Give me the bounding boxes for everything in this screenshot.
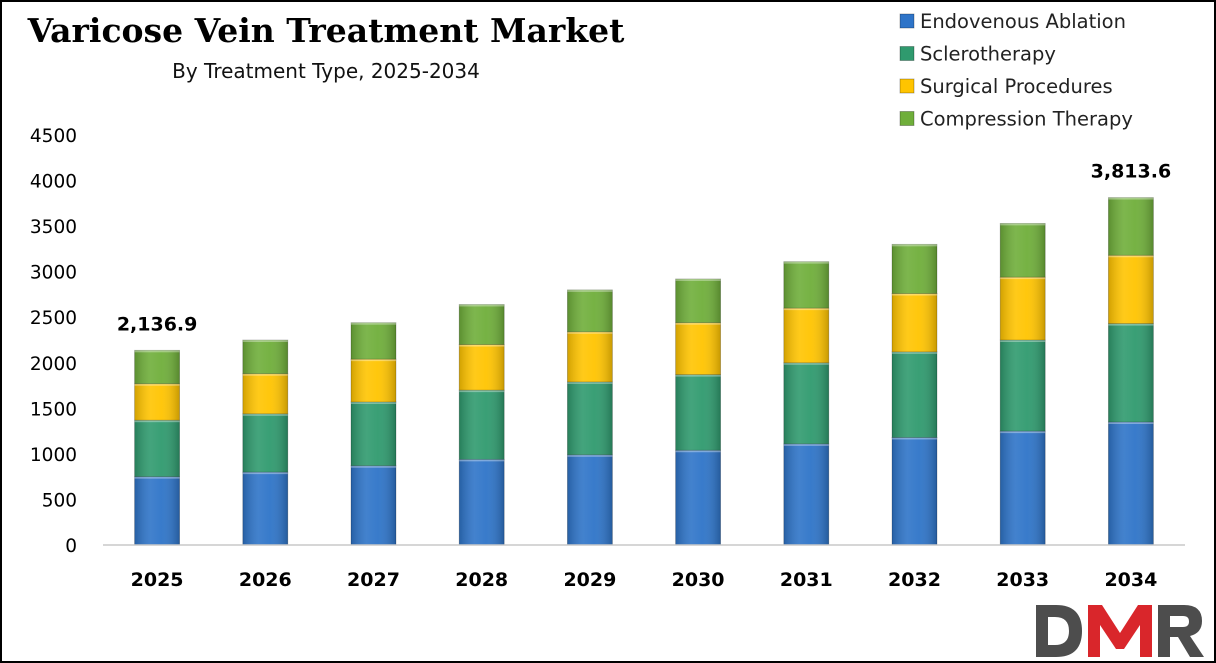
bar-segment: [783, 362, 830, 445]
bar-segment: [999, 222, 1046, 278]
y-tick-label: 2000: [30, 354, 77, 375]
x-axis: 2025 2026 2027 2028 2029 2030 2031 2032 2033 2034: [131, 569, 1158, 591]
legend-item: Endovenous Ablation: [899, 10, 1126, 33]
bar-segment: [675, 322, 721, 376]
bar-segment: [458, 458, 505, 546]
legend-swatch: [899, 111, 915, 126]
x-tick-label: 2027: [347, 569, 400, 591]
bar-segment: [783, 307, 830, 364]
bar-segment: [567, 381, 613, 456]
bar-segment: [350, 322, 397, 360]
bars: [134, 197, 1154, 546]
bar-segment: [134, 476, 181, 546]
x-tick-label: 2025: [131, 569, 184, 591]
bar-segment: [999, 276, 1046, 341]
bar-segment: [350, 401, 397, 467]
legend-swatch: [899, 13, 915, 29]
bar-segment: [1108, 254, 1154, 324]
y-tick-label: 2500: [30, 308, 77, 329]
bar-segment: [350, 465, 397, 546]
bar-segment: [242, 471, 289, 546]
legend-swatch: [899, 46, 915, 61]
data-labels: 2,136.9 3,813.6: [117, 161, 1171, 336]
bar-segment: [458, 304, 505, 345]
bar-segment: [134, 383, 181, 421]
bar-segment: [675, 449, 721, 546]
y-tick-label: 4000: [30, 172, 77, 193]
x-tick-label: 2033: [996, 569, 1049, 591]
chart-title: Varicose Vein Treatment Market: [27, 11, 626, 50]
bar-segment: [242, 339, 289, 375]
x-tick-label: 2031: [780, 569, 833, 591]
y-tick-label: 500: [42, 490, 77, 511]
bar-segment: [999, 430, 1046, 546]
y-tick-label: 1000: [30, 445, 77, 466]
legend-label: Compression Therapy: [920, 108, 1133, 131]
y-tick-label: 3000: [30, 263, 77, 284]
x-tick-label: 2026: [239, 569, 292, 591]
bar-segment: [567, 454, 613, 546]
legend-item: Surgical Procedures: [899, 75, 1113, 98]
bar-segment: [891, 243, 938, 294]
bar-segment: [891, 437, 938, 546]
total-data-label: 2,136.9: [117, 313, 198, 335]
bar-segment: [1108, 323, 1154, 423]
y-tick-label: 3500: [30, 217, 77, 238]
bar-segment: [675, 374, 721, 451]
y-axis: 0 500 1000 1500 2000 2500 3000 3500 4000 4500: [30, 126, 77, 557]
x-tick-label: 2034: [1104, 569, 1157, 591]
dmr-logo: [1032, 597, 1208, 659]
y-tick-label: 0: [65, 536, 77, 557]
bar-segment: [242, 373, 289, 415]
total-data-label: 3,813.6: [1091, 161, 1172, 183]
legend: Endovenous Ablation Sclerotherapy Surgical…: [899, 10, 1133, 131]
y-tick-label: 1500: [30, 399, 77, 420]
bar-segment: [1108, 197, 1154, 256]
bar-segment: [999, 339, 1046, 432]
x-tick-label: 2030: [672, 569, 725, 591]
bar-segment: [134, 419, 181, 478]
legend-swatch: [899, 78, 915, 94]
legend-label: Endovenous Ablation: [920, 10, 1126, 33]
legend-label: Sclerotherapy: [920, 43, 1056, 66]
bar-segment: [783, 261, 830, 309]
bar-segment: [891, 351, 938, 438]
legend-label: Surgical Procedures: [920, 75, 1113, 98]
bar-segment: [675, 278, 721, 324]
legend-item: Compression Therapy: [899, 108, 1133, 131]
bar-segment: [1108, 421, 1154, 546]
bar-segment: [242, 413, 289, 473]
bar-segment: [783, 443, 830, 546]
bar-segment: [458, 344, 505, 391]
x-tick-label: 2029: [563, 569, 616, 591]
bar-segment: [567, 331, 613, 383]
chart-subtitle: By Treatment Type, 2025-2034: [172, 59, 480, 83]
bar-segment: [458, 389, 505, 460]
bar-segment: [350, 358, 397, 403]
legend-item: Sclerotherapy: [899, 43, 1056, 66]
y-tick-label: 4500: [30, 126, 77, 147]
x-tick-label: 2032: [888, 569, 941, 591]
bar-segment: [567, 289, 613, 333]
bar-segment: [134, 349, 181, 385]
x-tick-label: 2028: [455, 569, 508, 591]
bar-segment: [891, 293, 938, 353]
